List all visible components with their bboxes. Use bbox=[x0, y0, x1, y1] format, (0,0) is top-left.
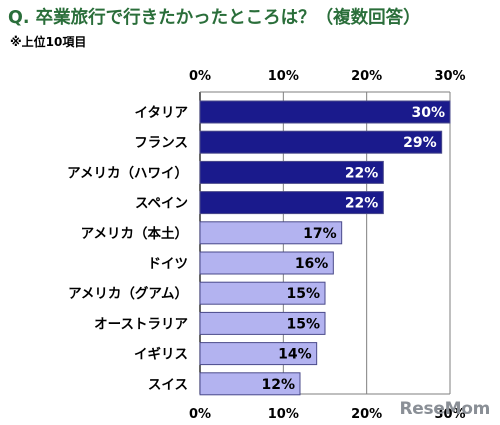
category-label-2: アメリカ（ハワイ） bbox=[67, 165, 188, 181]
category-label-4: アメリカ（本土） bbox=[81, 225, 188, 242]
value-label-3: 22% bbox=[345, 196, 379, 212]
x-tick-label-top-10: 10% bbox=[268, 69, 299, 84]
x-tick-label-bottom-10: 10% bbox=[268, 407, 299, 422]
bar-6 bbox=[199, 281, 326, 305]
bar-1 bbox=[199, 130, 443, 154]
x-axis-top: 0% 10% 20% 30% bbox=[189, 69, 466, 84]
x-tick-label-top-0: 0% bbox=[189, 69, 211, 84]
category-label-6: アメリカ（グアム） bbox=[68, 285, 188, 302]
value-label-7: 15% bbox=[286, 316, 320, 332]
value-label-5: 16% bbox=[295, 256, 329, 272]
value-label-9: 12% bbox=[261, 377, 295, 393]
bar-7 bbox=[199, 311, 326, 335]
bar-2 bbox=[199, 160, 384, 184]
category-label-9: スイス bbox=[148, 377, 188, 393]
chart-subtitle: ※上位10項目 bbox=[10, 35, 87, 49]
value-label-1: 29% bbox=[403, 135, 437, 151]
bars bbox=[199, 100, 451, 396]
bar-9 bbox=[199, 372, 301, 396]
category-label-5: ドイツ bbox=[148, 256, 189, 272]
value-labels: 30% 29% 22% 22% 17% 16% 15% 15% 14% 12% bbox=[261, 105, 445, 393]
bar-4 bbox=[199, 221, 343, 245]
x-tick-label-bottom-0: 0% bbox=[189, 407, 211, 422]
value-label-8: 14% bbox=[278, 347, 312, 363]
x-tick-label-top-30: 30% bbox=[434, 69, 465, 84]
question-title: Q. 卒業旅行で行きたかったところは？（複数回答） bbox=[8, 8, 421, 28]
category-label-0: イタリア bbox=[135, 105, 188, 121]
value-label-0: 30% bbox=[411, 105, 445, 121]
category-label-8: イギリス bbox=[134, 347, 188, 363]
resemom-watermark: ReseMom bbox=[399, 399, 491, 419]
bar-0 bbox=[199, 100, 451, 124]
x-tick-label-top-20: 20% bbox=[351, 69, 382, 84]
x-axis-bottom: 0% 10% 20% 30% bbox=[189, 407, 466, 422]
bar-5 bbox=[199, 251, 334, 275]
x-tick-label-bottom-20: 20% bbox=[351, 407, 382, 422]
bar-3 bbox=[199, 191, 384, 215]
bar-8 bbox=[199, 342, 318, 366]
value-label-6: 15% bbox=[286, 286, 320, 302]
x-tick-label-bottom-30: 30% bbox=[434, 407, 465, 422]
value-label-2: 22% bbox=[345, 165, 379, 181]
category-label-3: スペイン bbox=[135, 196, 188, 212]
category-label-1: フランス bbox=[134, 135, 188, 151]
category-label-7: オーストラリア bbox=[94, 316, 188, 332]
value-label-4: 17% bbox=[303, 226, 337, 242]
